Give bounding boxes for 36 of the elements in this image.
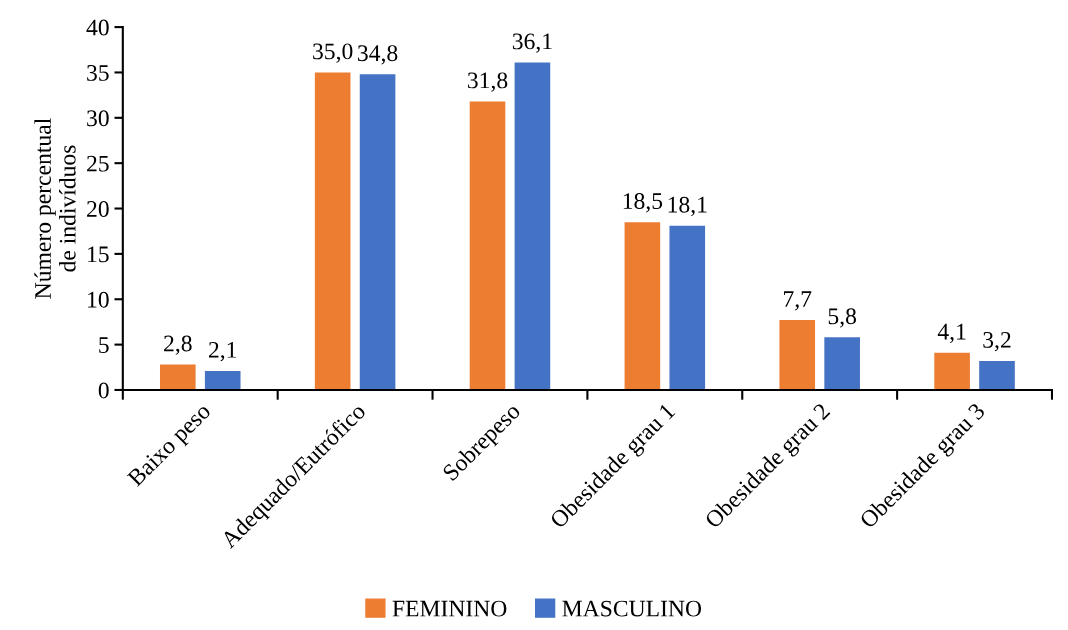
bar xyxy=(934,352,970,390)
data-label: 31,8 xyxy=(467,72,508,92)
bar xyxy=(159,364,196,390)
y-tick-label: 25 xyxy=(87,155,109,172)
y-tick-label: 5 xyxy=(99,337,109,354)
data-label: 4,1 xyxy=(937,323,966,344)
legend-label: FEMININO xyxy=(392,600,507,617)
data-label: 36,1 xyxy=(512,33,552,53)
data-label: 2,1 xyxy=(208,341,237,362)
bar xyxy=(314,72,351,390)
data-label: 2,8 xyxy=(164,335,192,355)
data-label: 34,8 xyxy=(358,45,398,65)
bar xyxy=(624,222,661,390)
data-label: 18,5 xyxy=(623,193,663,213)
bar xyxy=(824,337,860,390)
y-tick-label: 20 xyxy=(87,201,109,217)
bar xyxy=(204,370,241,390)
data-label: 5,8 xyxy=(828,308,856,328)
data-label: 7,7 xyxy=(784,291,812,311)
data-label: 18,1 xyxy=(668,196,707,217)
bar xyxy=(979,360,1015,390)
bar xyxy=(669,225,706,390)
y-tick-label: 15 xyxy=(88,246,109,263)
bar xyxy=(469,101,506,390)
y-axis-title: Número percentual de indivíduos xyxy=(34,118,76,299)
y-tick-label: 30 xyxy=(87,110,109,127)
y-tick-label: 10 xyxy=(88,291,109,308)
data-label: 35,0 xyxy=(313,43,353,63)
bar xyxy=(514,62,551,390)
y-tick-label: 35 xyxy=(87,65,109,81)
y-tick-label: 40 xyxy=(86,19,109,36)
data-label: 3,2 xyxy=(983,331,1011,352)
bar xyxy=(779,320,816,390)
bar xyxy=(359,74,396,390)
y-tick-label: 0 xyxy=(98,382,109,399)
legend-label: MASCULINO xyxy=(562,600,702,617)
